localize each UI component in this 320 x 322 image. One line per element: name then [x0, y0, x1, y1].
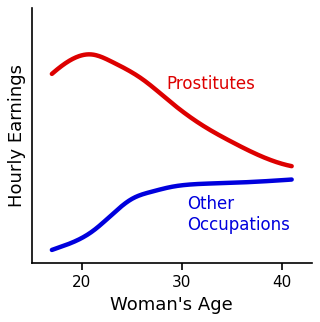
- Text: Other
Occupations: Other Occupations: [187, 195, 290, 234]
- Text: Prostitutes: Prostitutes: [167, 75, 256, 93]
- X-axis label: Woman's Age: Woman's Age: [110, 296, 233, 314]
- Y-axis label: Hourly Earnings: Hourly Earnings: [8, 64, 26, 207]
